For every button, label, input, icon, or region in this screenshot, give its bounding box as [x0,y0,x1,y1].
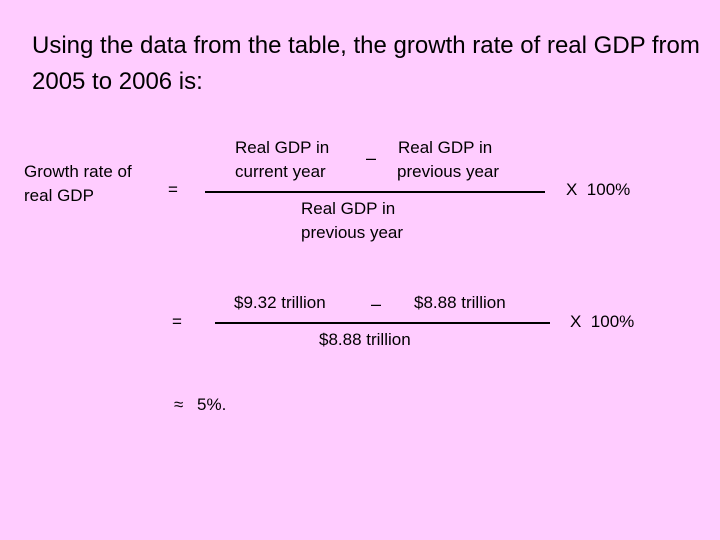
calc-numerator-2006: $9.32 trillion [234,293,326,312]
formula-minus-sign: – [366,148,377,168]
formula-denominator-line2: previous year [301,223,404,242]
calc-minus-sign: – [371,294,382,314]
result-value: 5%. [197,395,227,414]
result-approx-sign: ≈ [174,395,184,414]
calc-equals-sign: = [172,312,182,331]
formula-equals-sign: = [168,180,178,199]
formula-lhs-line2: real GDP [24,186,94,205]
formula-numerator-current-line1: Real GDP in [235,138,330,157]
formula-times-hundred: X 100% [566,180,631,199]
formula-lhs-line1: Growth rate of [24,162,132,181]
calc-fraction-bar [215,322,550,324]
formula-numerator-current-line2: current year [235,162,326,181]
formula-denominator-line1: Real GDP in [301,199,396,218]
formula-fraction-bar [205,191,545,193]
calc-times-hundred: X 100% [570,312,635,331]
calc-denominator: $8.88 trillion [319,330,411,349]
formula-numerator-previous-line1: Real GDP in [398,138,493,157]
slide-title: Using the data from the table, the growt… [32,32,700,95]
formula-numerator-previous-line2: previous year [397,162,500,181]
calc-numerator-2005: $8.88 trillion [414,293,506,312]
